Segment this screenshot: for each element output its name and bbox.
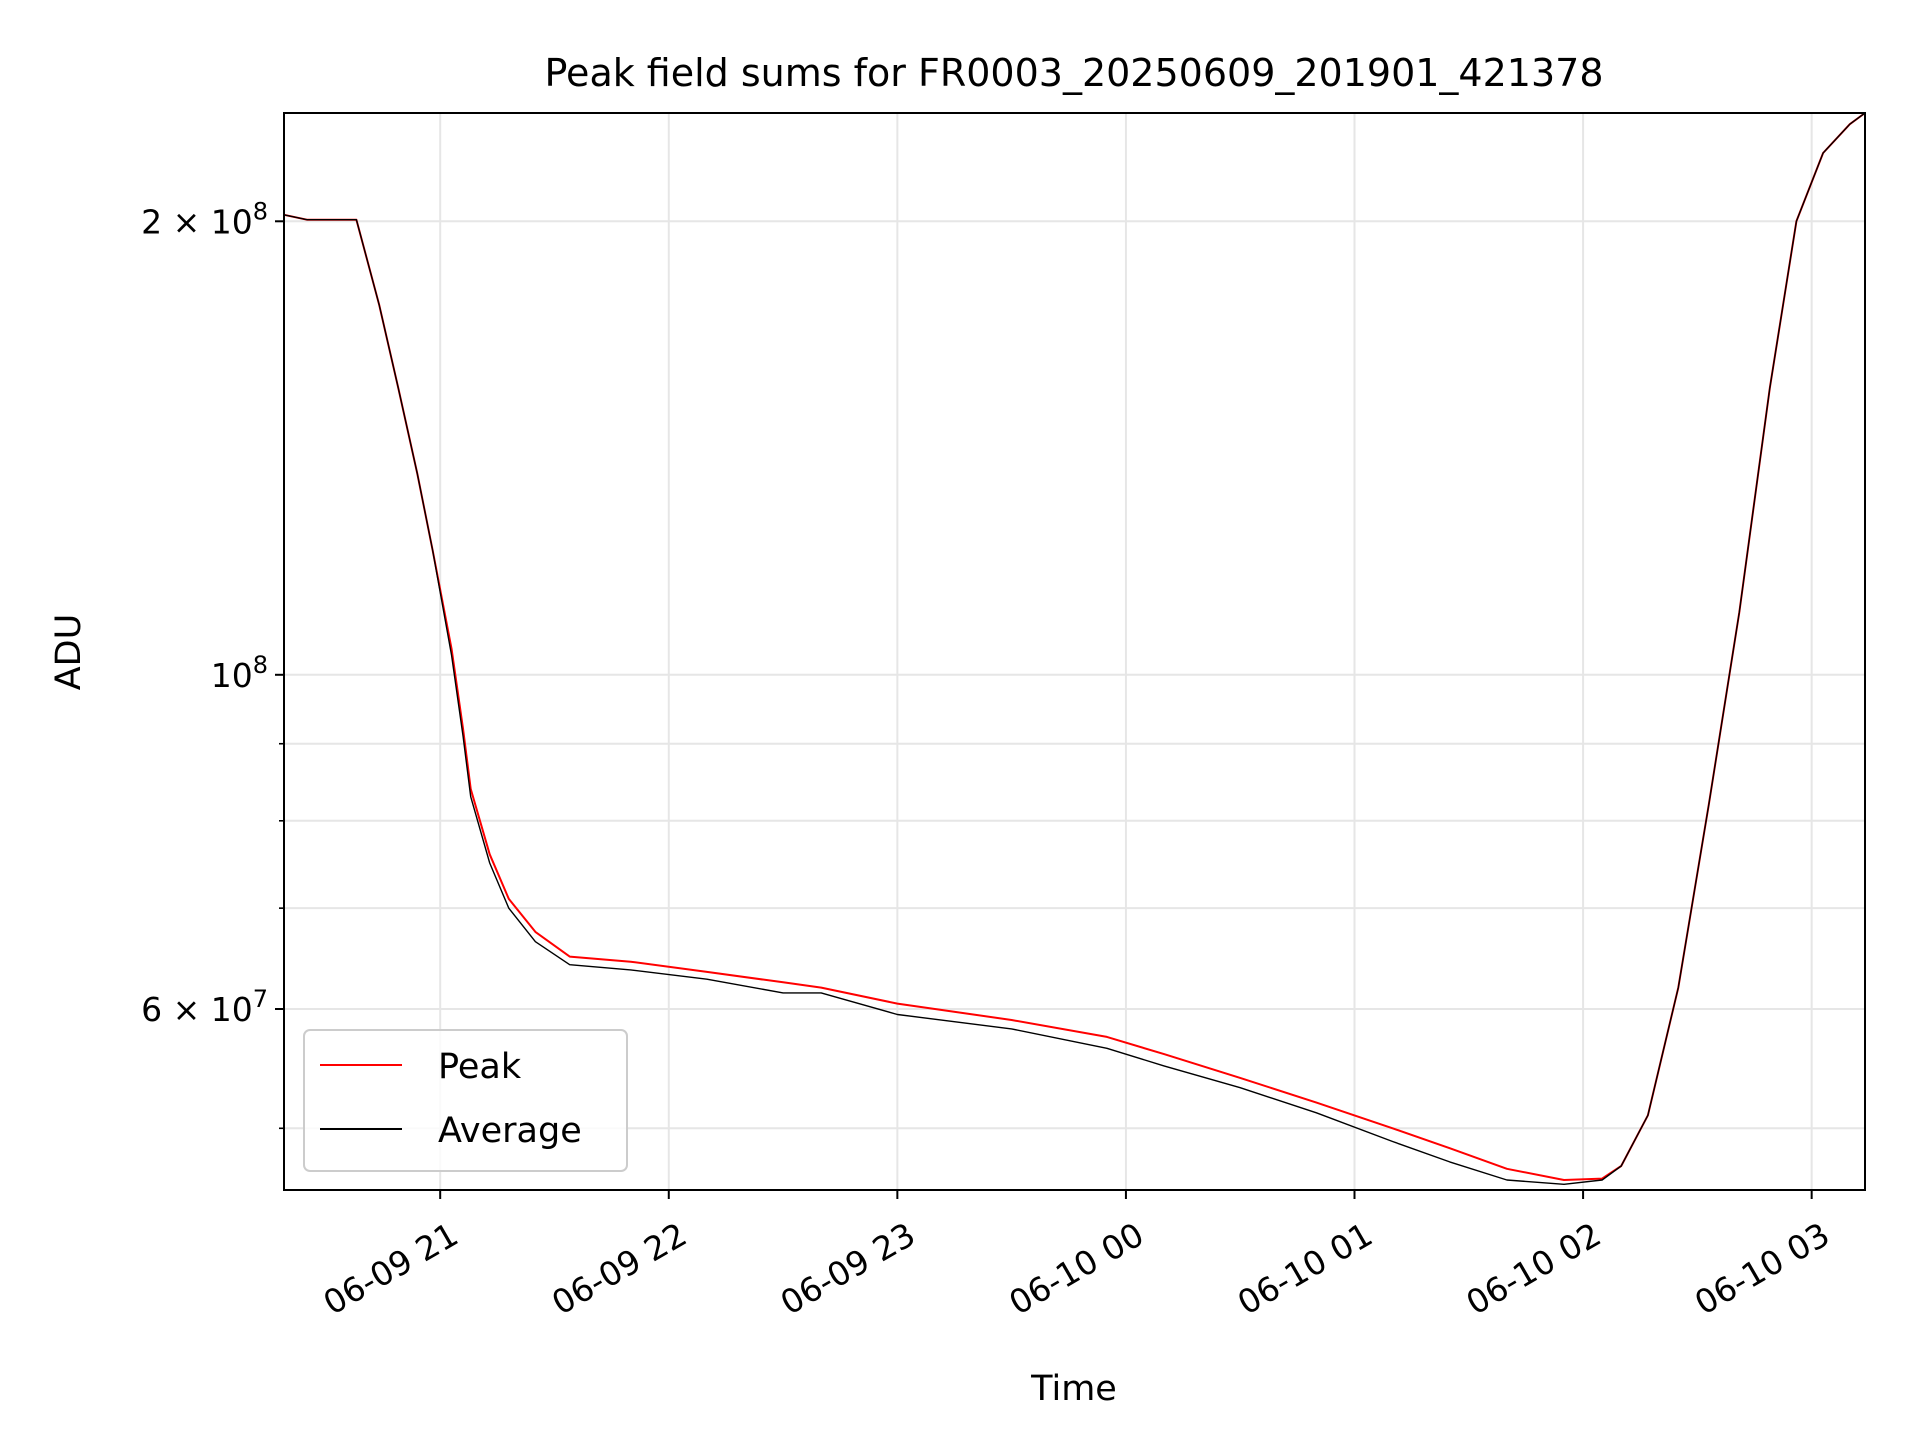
plot-frame	[283, 112, 1866, 1191]
chart-title: Peak field sums for FR0003_20250609_2019…	[545, 51, 1604, 95]
series-layer	[283, 112, 1866, 1185]
legend-label-peak: Peak	[438, 1047, 522, 1087]
series-line-average	[283, 112, 1866, 1185]
y-tick-label: 108	[211, 651, 268, 695]
y-tick-label: 6 × 107	[141, 985, 268, 1029]
legend-label-average: Average	[438, 1111, 582, 1151]
y-tick-label: 2 × 108	[141, 197, 268, 241]
legend: Peak Average	[303, 1029, 628, 1172]
grid	[284, 113, 1865, 1190]
y-axis-label: ADU	[49, 614, 89, 691]
x-axis-label: Time	[1030, 1369, 1117, 1409]
